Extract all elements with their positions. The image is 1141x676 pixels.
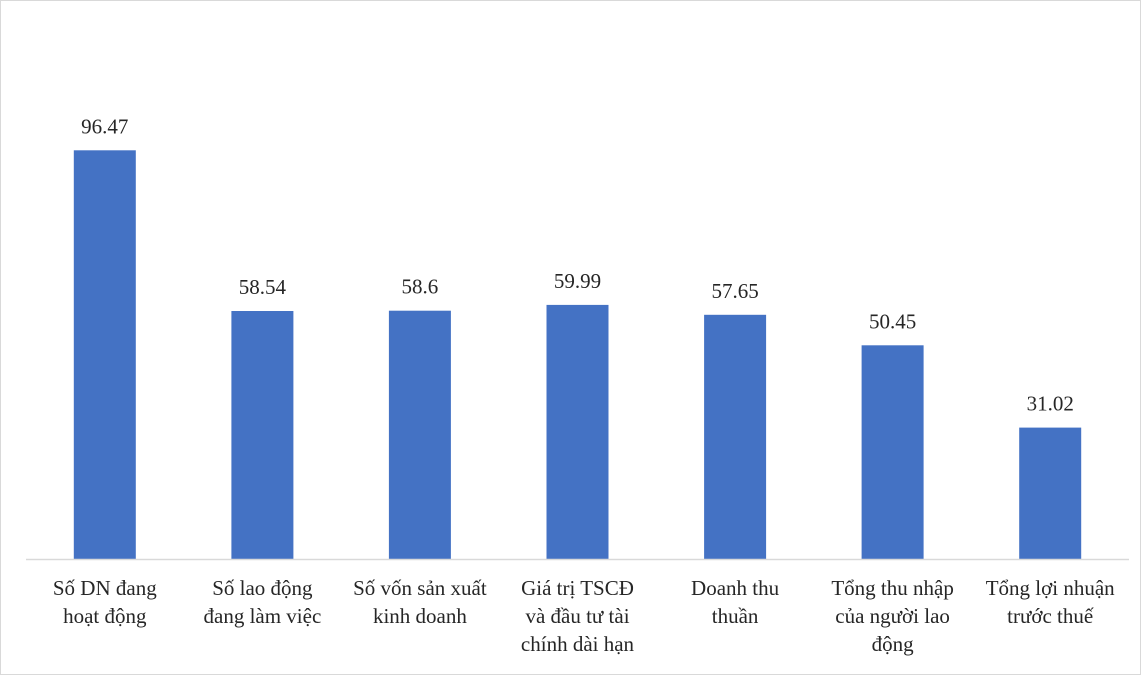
category-label-1: Số DN đang hoạt động <box>53 576 157 628</box>
value-label-3: 58.6 <box>402 275 439 299</box>
category-label-line: trước thuế <box>1007 604 1094 628</box>
bar-6 <box>861 345 924 559</box>
category-label-line: và đầu tư tài <box>525 604 629 628</box>
category-label-line: kinh doanh <box>373 604 467 628</box>
category-label-7: Tổng lợi nhuận trước thuế <box>986 576 1115 628</box>
category-label-2: Số lao động đang làm việc <box>204 576 322 628</box>
category-label-line: của người lao <box>835 604 950 628</box>
category-label-line: đang làm việc <box>204 604 322 628</box>
bar-1 <box>73 150 136 560</box>
category-label-3: Số vốn sản xuất kinh doanh <box>353 576 487 628</box>
category-label-5: Doanh thu thuần <box>691 576 780 628</box>
category-label-line: hoạt động <box>63 604 147 628</box>
bars-group <box>73 150 1082 560</box>
value-label-7: 31.02 <box>1027 392 1074 416</box>
value-label-4: 59.99 <box>554 269 601 293</box>
category-label-line: Tổng lợi nhuận <box>986 576 1115 600</box>
value-label-6: 50.45 <box>869 309 916 333</box>
category-label-line: Số vốn sản xuất <box>353 576 487 600</box>
bar-3 <box>388 310 451 559</box>
bar-4 <box>546 304 609 559</box>
value-label-2: 58.54 <box>239 275 287 299</box>
value-label-5: 57.65 <box>711 279 758 303</box>
category-label-line: Số lao động <box>212 576 313 600</box>
category-label-line: Giá trị TSCĐ <box>521 576 634 600</box>
bar-5 <box>704 314 767 559</box>
category-label-line: động <box>872 632 915 656</box>
category-label-line: Số DN đang <box>53 576 157 600</box>
category-labels-group: Số DN đang hoạt động Số lao động đang làm v… <box>53 576 1115 656</box>
category-label-line: Doanh thu <box>691 576 780 600</box>
bar-2 <box>231 311 294 559</box>
category-label-line: thuần <box>712 604 759 628</box>
value-label-1: 96.47 <box>81 114 128 138</box>
value-labels-group: 96.47 58.54 58.6 59.99 57.65 50.45 31.02 <box>81 114 1074 415</box>
category-label-line: chính dài hạn <box>521 632 635 656</box>
category-label-line: Tổng thu nhập <box>831 576 953 600</box>
category-label-6: Tổng thu nhập của người lao động <box>831 576 953 656</box>
category-label-4: Giá trị TSCĐ và đầu tư tài chính dài hạn <box>521 576 635 656</box>
bar-7 <box>1019 427 1082 559</box>
